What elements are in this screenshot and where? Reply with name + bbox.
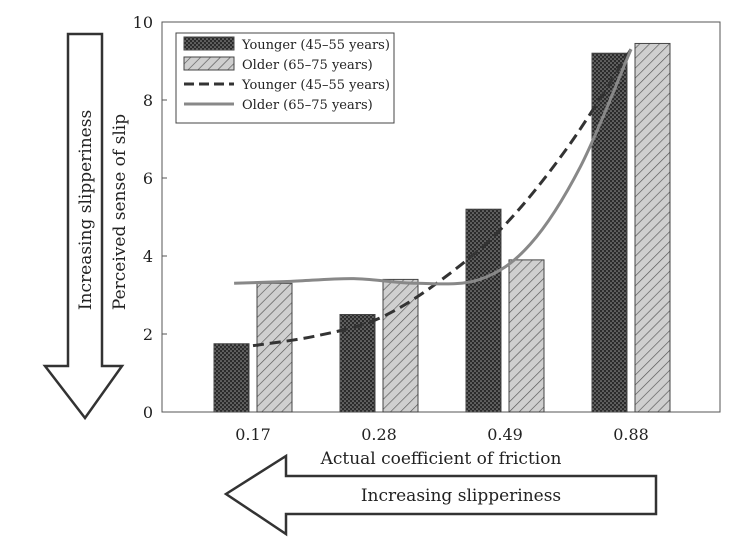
horizontal-slipperiness-arrow: Increasing slipperiness (223, 453, 658, 537)
bars-group (213, 42, 671, 413)
legend-label: Younger (45–55 years) (241, 38, 390, 53)
y-tick-label: 10 (133, 13, 153, 32)
x-axis: 0.17 0.28 0.49 0.88 (235, 425, 649, 444)
younger-bar-0.17 (213, 343, 250, 413)
x-tick-label: 0.17 (235, 425, 271, 444)
y-axis-title: Perceived sense of slip (110, 114, 130, 310)
older-bar-0.28 (382, 278, 419, 413)
y-tick-label: 2 (143, 325, 153, 344)
plot-area-frame (161, 21, 721, 413)
x-tick-label: 0.88 (613, 425, 649, 444)
vertical-arrow-label: Increasing slipperiness (76, 110, 96, 310)
legend-label: Younger (45–55 years) (241, 78, 390, 93)
trend-lines-group (234, 48, 633, 348)
legend-label: Older (65–75 years) (242, 98, 373, 113)
y-axis: 0 2 4 6 8 10 (133, 13, 167, 422)
vertical-arrow-shape (42, 32, 125, 421)
y-tick-label: 8 (143, 91, 153, 110)
x-axis-title: Actual coefficient of friction (320, 449, 562, 469)
older-bar-0.49 (508, 259, 545, 413)
older-trend-line (234, 48, 633, 286)
older-bar-0.88 (634, 42, 671, 413)
legend-swatch-younger-bar (183, 36, 235, 51)
x-tick-label: 0.49 (487, 425, 523, 444)
horizontal-arrow-shape (223, 453, 658, 537)
younger-bar-0.88 (591, 52, 628, 413)
legend-label: Older (65–75 years) (242, 58, 373, 73)
y-tick-label: 4 (143, 247, 153, 266)
younger-trend-line (252, 48, 633, 348)
y-tick-label: 0 (143, 403, 153, 422)
legend: Younger (45–55 years) Older (65–75 years)… (175, 32, 395, 124)
legend-swatch-older-bar (183, 56, 235, 71)
y-tick-label: 6 (143, 169, 153, 188)
vertical-slipperiness-arrow: Increasing slipperiness (42, 32, 125, 421)
younger-bar-0.49 (465, 208, 502, 413)
horizontal-arrow-label: Increasing slipperiness (361, 486, 561, 506)
older-bar-0.17 (256, 282, 293, 413)
x-tick-label: 0.28 (361, 425, 397, 444)
